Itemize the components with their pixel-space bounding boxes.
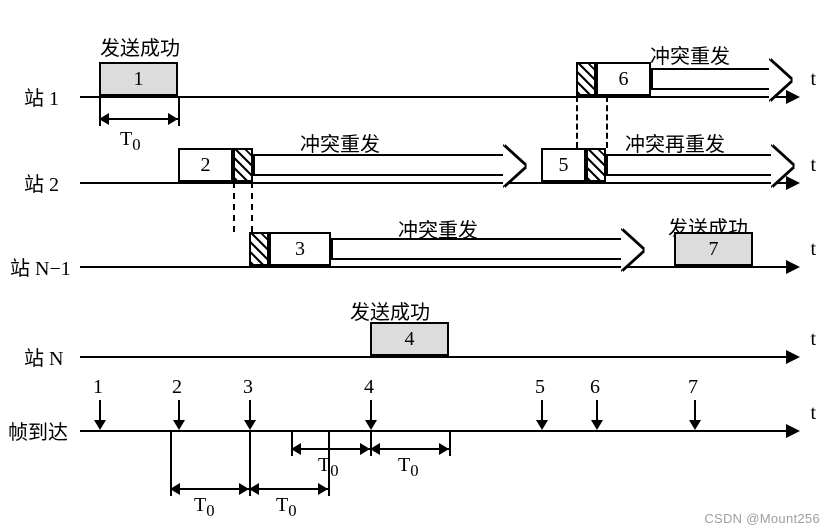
arrow-s2a: [253, 154, 503, 176]
box-num: 5: [559, 155, 569, 175]
arrival-arrow: [99, 400, 101, 428]
vt-b1r: [178, 96, 180, 126]
dim-b1-label: T0: [120, 128, 141, 155]
t-label: t: [810, 238, 816, 261]
arrival-arrow: [596, 400, 598, 428]
row-label-sN1: 站 N−1: [10, 252, 71, 281]
arrival-num: 2: [172, 376, 182, 399]
dash-hatch-s2-to-sN1: [233, 182, 235, 232]
label-success-1: 发送成功: [100, 32, 180, 61]
box-5: 5: [541, 148, 586, 182]
watermark: CSDN @Mount256: [704, 511, 820, 526]
dim-m1: [291, 448, 370, 450]
t-label: t: [810, 68, 816, 91]
axis-sN1: t: [80, 266, 798, 268]
box-num: 2: [201, 155, 211, 175]
arrival-arrow: [249, 400, 251, 428]
box-4: 4: [370, 322, 449, 356]
vt-m3: [449, 430, 451, 456]
label-retry-1: 冲突重发: [650, 40, 730, 69]
axis-s2: t: [80, 182, 798, 184]
box-3: 3: [269, 232, 331, 266]
dim-m2: [370, 448, 449, 450]
t-label: t: [810, 402, 816, 425]
arrival-arrow: [370, 400, 372, 428]
arrow-s2b: [606, 154, 771, 176]
arrival-num: 6: [590, 376, 600, 399]
axis-arr: t: [80, 430, 798, 432]
hatch-s1: [576, 62, 596, 96]
dim-bR-label: T0: [276, 494, 297, 521]
label-success-N: 发送成功: [350, 296, 430, 325]
box-num: 3: [295, 239, 305, 259]
arrival-num: 1: [93, 376, 103, 399]
row-label-sN: 站 N: [24, 342, 63, 371]
box-num: 7: [709, 239, 719, 259]
t-label: t: [810, 154, 816, 177]
diagram-canvas: 站 1 站 2 站 N−1 站 N 帧到达 t t t t t 发送成功 1 6…: [0, 0, 828, 530]
vt-b3: [328, 430, 330, 496]
arrival-num: 4: [364, 376, 374, 399]
axis-s1: t: [80, 96, 798, 98]
dim-bR: [249, 488, 328, 490]
box-1: 1: [99, 62, 178, 96]
dim-b1: [99, 118, 178, 120]
dim-bL-label: T0: [194, 494, 215, 521]
dash-s1-to-s2-b: [606, 96, 608, 148]
hatch-s2a: [233, 148, 253, 182]
row-label-arr: 帧到达: [8, 416, 68, 445]
box-7: 7: [674, 232, 753, 266]
t-label: t: [810, 328, 816, 351]
hatch-sN1: [249, 232, 269, 266]
arrow-s1: [651, 68, 769, 90]
axis-sN: t: [80, 356, 798, 358]
arrival-num: 3: [243, 376, 253, 399]
arrow-sN1: [331, 238, 621, 260]
row-label-s1: 站 1: [24, 82, 59, 111]
label-retry2-2: 冲突再重发: [625, 128, 725, 157]
hatch-s2b: [586, 148, 606, 182]
box-num: 4: [405, 329, 415, 349]
label-retry-2: 冲突重发: [300, 128, 380, 157]
box-6: 6: [596, 62, 651, 96]
box-num: 6: [619, 69, 629, 89]
arrival-num: 5: [535, 376, 545, 399]
box-2: 2: [178, 148, 233, 182]
arrival-num: 7: [688, 376, 698, 399]
dim-m2-label: T0: [398, 454, 419, 481]
dim-bL: [170, 488, 249, 490]
arrival-arrow: [694, 400, 696, 428]
row-label-s2: 站 2: [24, 168, 59, 197]
arrival-arrow: [178, 400, 180, 428]
dash-s1-to-s2-a: [576, 96, 578, 148]
box-num: 1: [134, 69, 144, 89]
dash-2-to-3: [251, 182, 253, 232]
arrival-arrow: [541, 400, 543, 428]
